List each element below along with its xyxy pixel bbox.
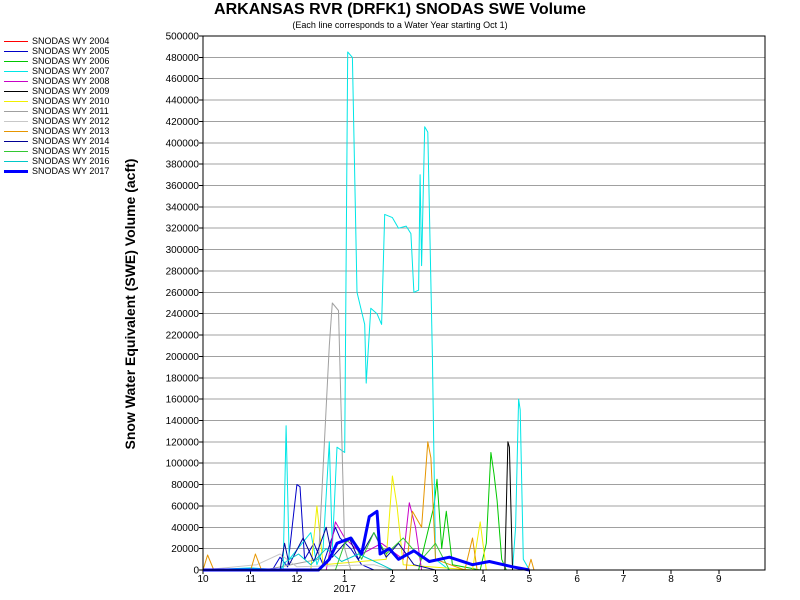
y-tick-label: 180000 <box>166 373 200 384</box>
y-tick-label: 380000 <box>166 160 200 171</box>
y-tick-label: 300000 <box>166 245 200 256</box>
legend-item: SNODAS WY 2007 <box>4 66 164 76</box>
x-tick-label: 6 <box>574 574 580 585</box>
legend: SNODAS WY 2004 SNODAS WY 2005 SNODAS WY 20… <box>4 36 164 176</box>
x-tick-label: 5 <box>527 574 533 585</box>
chart-subtitle: (Each line corresponds to a Water Year s… <box>292 20 508 30</box>
y-tick-label: 240000 <box>166 309 200 320</box>
y-tick-label: 40000 <box>171 523 199 534</box>
y-tick-label: 140000 <box>166 416 200 427</box>
legend-label: SNODAS WY 2014 <box>32 136 110 146</box>
legend-item: SNODAS WY 2015 <box>4 146 164 156</box>
y-tick-label: 280000 <box>166 266 200 277</box>
series-line-snodas-wy-2017 <box>203 509 530 572</box>
legend-item: SNODAS WY 2006 <box>4 56 164 66</box>
y-tick-label: 400000 <box>166 138 200 149</box>
chart-title: ARKANSAS RVR (DRFK1) SNODAS SWE Volume <box>214 1 586 18</box>
y-tick-label: 500000 <box>166 32 200 43</box>
x-tick-label: 12 <box>291 574 303 585</box>
legend-swatch <box>4 51 28 52</box>
series-line-snodas-wy-2009 <box>504 441 513 571</box>
legend-label: SNODAS WY 2008 <box>32 76 110 86</box>
series-line-snodas-wy-2008 <box>325 502 423 571</box>
legend-item: SNODAS WY 2004 <box>4 36 164 46</box>
y-tick-label: 100000 <box>166 459 200 470</box>
y-tick-label: 440000 <box>166 96 200 107</box>
x-tick-label: 3 <box>433 574 439 585</box>
y-tick-label: 340000 <box>166 202 200 213</box>
legend-item: SNODAS WY 2008 <box>4 76 164 86</box>
series-line-snodas-wy-2005 <box>271 484 375 571</box>
y-tick-label: 260000 <box>166 288 200 299</box>
legend-label: SNODAS WY 2005 <box>32 46 110 56</box>
legend-item: SNODAS WY 2017 <box>4 166 164 176</box>
x-tick-label: 9 <box>716 574 722 585</box>
y-tick-label: 60000 <box>171 501 199 512</box>
x-tick-label: 1 <box>342 574 348 585</box>
legend-swatch <box>4 41 28 42</box>
legend-swatch <box>4 61 28 62</box>
legend-swatch <box>4 71 28 72</box>
x-tick-label: 11 <box>246 574 257 585</box>
legend-label: SNODAS WY 2015 <box>32 146 110 156</box>
x-tick-label: 10 <box>197 574 209 585</box>
series-line-snodas-wy-2011 <box>264 302 352 571</box>
series-line-snodas-wy-2016 <box>279 548 393 571</box>
legend-swatch <box>4 161 28 162</box>
x-tick-label: 4 <box>480 574 486 585</box>
x-tick-label: 8 <box>668 574 674 585</box>
legend-label: SNODAS WY 2012 <box>32 116 110 126</box>
y-tick-label: 200000 <box>166 352 200 363</box>
legend-swatch <box>4 151 28 152</box>
legend-label: SNODAS WY 2006 <box>32 56 110 66</box>
legend-item: SNODAS WY 2013 <box>4 126 164 136</box>
y-tick-label: 320000 <box>166 224 200 235</box>
legend-label: SNODAS WY 2009 <box>32 86 110 96</box>
legend-label: SNODAS WY 2004 <box>32 36 110 46</box>
legend-item: SNODAS WY 2014 <box>4 136 164 146</box>
y-tick-label: 80000 <box>171 480 199 491</box>
legend-swatch <box>4 111 28 112</box>
legend-label: SNODAS WY 2010 <box>32 96 110 106</box>
legend-label: SNODAS WY 2017 <box>32 166 110 176</box>
legend-label: SNODAS WY 2013 <box>32 126 110 136</box>
legend-label: SNODAS WY 2016 <box>32 156 110 166</box>
legend-swatch <box>4 81 28 82</box>
plot-frame <box>202 35 766 571</box>
y-tick-label: 220000 <box>166 331 200 342</box>
x-tick-label: 2 <box>390 574 396 585</box>
legend-swatch <box>4 91 28 92</box>
y-tick-label: 360000 <box>166 181 200 192</box>
x-year-label: 2017 <box>334 584 357 595</box>
legend-item: SNODAS WY 2016 <box>4 156 164 166</box>
y-tick-label: 20000 <box>171 544 199 555</box>
y-tick-label: 420000 <box>166 117 200 128</box>
y-tick-label: 160000 <box>166 395 200 406</box>
y-tick-label: 0 <box>193 566 199 577</box>
x-tick-label: 7 <box>621 574 627 585</box>
legend-swatch <box>4 141 28 142</box>
y-tick-label: 460000 <box>166 74 200 85</box>
series-line-snodas-wy-2014 <box>279 526 436 571</box>
y-tick-label: 480000 <box>166 53 200 64</box>
legend-label: SNODAS WY 2007 <box>32 66 110 76</box>
legend-label: SNODAS WY 2011 <box>32 106 109 116</box>
y-tick-label: 120000 <box>166 437 200 448</box>
legend-swatch <box>4 121 28 122</box>
legend-item: SNODAS WY 2012 <box>4 116 164 126</box>
series-line-snodas-wy-2007 <box>202 51 530 571</box>
legend-item: SNODAS WY 2011 <box>4 106 164 116</box>
legend-swatch <box>4 101 28 102</box>
legend-swatch <box>4 170 28 173</box>
legend-item: SNODAS WY 2009 <box>4 86 164 96</box>
legend-swatch <box>4 131 28 132</box>
legend-item: SNODAS WY 2005 <box>4 46 164 56</box>
legend-item: SNODAS WY 2010 <box>4 96 164 106</box>
